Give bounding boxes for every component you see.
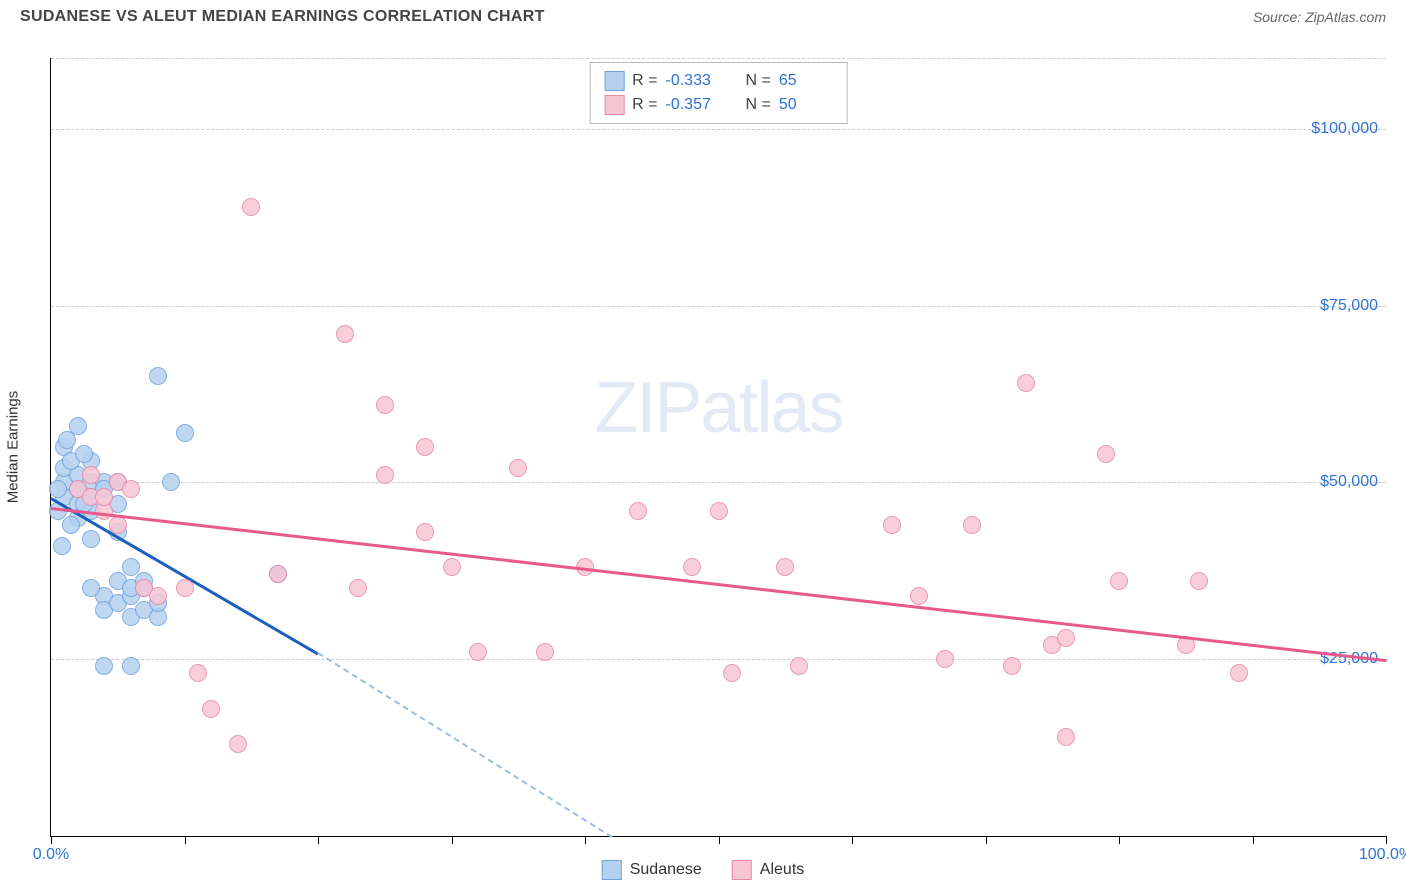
y-axis-label: Median Earnings xyxy=(5,391,22,504)
scatter-point xyxy=(58,431,76,449)
source-attribution: Source: ZipAtlas.com xyxy=(1253,9,1386,25)
scatter-point xyxy=(176,579,194,597)
scatter-point xyxy=(416,438,434,456)
stats-row-aleuts: R = -0.357 N = 50 xyxy=(604,93,833,117)
scatter-point xyxy=(82,579,100,597)
legend-item-sudanese: Sudanese xyxy=(602,860,702,880)
scatter-point xyxy=(509,459,527,477)
scatter-point xyxy=(1003,657,1021,675)
trend-line xyxy=(317,652,612,838)
scatter-point xyxy=(122,657,140,675)
scatter-point xyxy=(790,657,808,675)
scatter-point xyxy=(963,516,981,534)
scatter-point xyxy=(62,516,80,534)
scatter-point xyxy=(95,488,113,506)
scatter-point xyxy=(82,466,100,484)
scatter-point xyxy=(336,325,354,343)
scatter-point xyxy=(469,643,487,661)
x-tick xyxy=(852,836,853,844)
plot-layer xyxy=(51,58,1386,836)
legend-item-aleuts: Aleuts xyxy=(732,860,804,880)
x-tick xyxy=(1119,836,1120,844)
x-tick xyxy=(185,836,186,844)
x-tick xyxy=(585,836,586,844)
x-tick xyxy=(986,836,987,844)
scatter-point xyxy=(710,502,728,520)
x-tick xyxy=(51,836,52,844)
scatter-point xyxy=(723,664,741,682)
scatter-point xyxy=(53,537,71,555)
scatter-point xyxy=(109,516,127,534)
scatter-point xyxy=(1110,572,1128,590)
bottom-legend: Sudanese Aleuts xyxy=(602,860,805,880)
stats-row-sudanese: R = -0.333 N = 65 xyxy=(604,69,833,93)
scatter-point xyxy=(82,530,100,548)
scatter-point xyxy=(883,516,901,534)
swatch-aleuts xyxy=(604,95,624,115)
trend-line xyxy=(51,507,1386,662)
scatter-point xyxy=(629,502,647,520)
scatter-point xyxy=(910,587,928,605)
scatter-point xyxy=(95,657,113,675)
scatter-point xyxy=(536,643,554,661)
scatter-point xyxy=(1190,572,1208,590)
scatter-point xyxy=(416,523,434,541)
scatter-point xyxy=(443,558,461,576)
scatter-point xyxy=(176,424,194,442)
legend-swatch-sudanese xyxy=(602,860,622,880)
scatter-point xyxy=(49,480,67,498)
scatter-point xyxy=(349,579,367,597)
x-tick xyxy=(1386,836,1387,844)
scatter-point xyxy=(229,735,247,753)
scatter-point xyxy=(149,367,167,385)
x-tick xyxy=(318,836,319,844)
x-tick-label: 0.0% xyxy=(33,846,69,864)
chart-plot-area: Median Earnings ZIPatlas R = -0.333 N = … xyxy=(50,58,1386,837)
chart-title: SUDANESE VS ALEUT MEDIAN EARNINGS CORREL… xyxy=(20,8,545,26)
scatter-point xyxy=(1097,445,1115,463)
scatter-point xyxy=(122,558,140,576)
scatter-point xyxy=(1017,374,1035,392)
scatter-point xyxy=(683,558,701,576)
correlation-stats-box: R = -0.333 N = 65 R = -0.357 N = 50 xyxy=(589,62,848,124)
x-tick xyxy=(452,836,453,844)
scatter-point xyxy=(269,565,287,583)
scatter-point xyxy=(122,480,140,498)
scatter-point xyxy=(376,466,394,484)
x-tick xyxy=(1253,836,1254,844)
scatter-point xyxy=(189,664,207,682)
scatter-point xyxy=(242,198,260,216)
scatter-point xyxy=(149,587,167,605)
x-tick-label: 100.0% xyxy=(1359,846,1406,864)
scatter-point xyxy=(936,650,954,668)
swatch-sudanese xyxy=(604,71,624,91)
scatter-point xyxy=(75,445,93,463)
scatter-point xyxy=(376,396,394,414)
scatter-point xyxy=(1057,629,1075,647)
scatter-point xyxy=(1230,664,1248,682)
scatter-point xyxy=(162,473,180,491)
scatter-point xyxy=(1057,728,1075,746)
legend-swatch-aleuts xyxy=(732,860,752,880)
x-tick xyxy=(719,836,720,844)
scatter-point xyxy=(776,558,794,576)
scatter-point xyxy=(202,700,220,718)
